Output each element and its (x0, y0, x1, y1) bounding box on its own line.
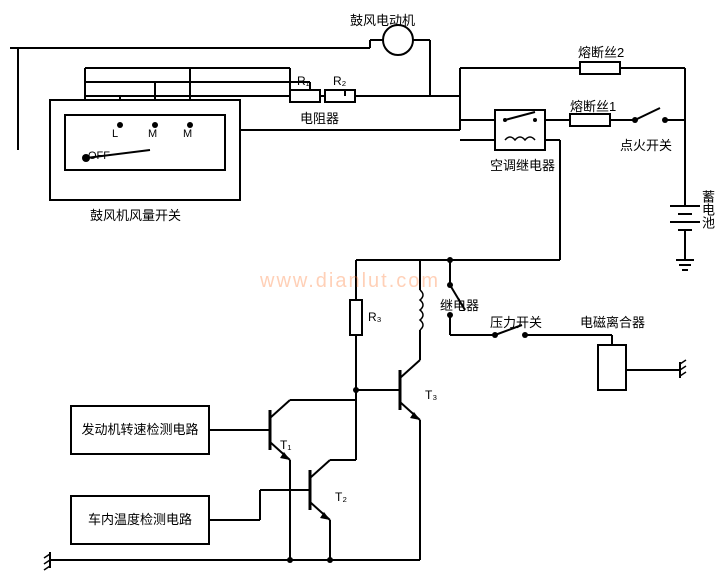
t3-label: T₃ (425, 388, 437, 402)
relay-label: 继电器 (440, 295, 479, 314)
pos-l-label: L (112, 128, 118, 140)
fuse2-label: 熔断丝2 (578, 42, 624, 61)
battery-label: 蓄电池 (698, 190, 715, 229)
blower-motor-label: 鼓风电动机 (350, 10, 415, 29)
r3-label: R₃ (368, 310, 382, 324)
r2-label: R₂ (333, 74, 346, 88)
blower-switch-label: 鼓风机风量开关 (90, 205, 181, 224)
t2-label: T₂ (335, 490, 347, 504)
r1-label: R₁ (297, 74, 310, 88)
t1-label: T₁ (280, 438, 291, 452)
watermark: www.dianlut.com (260, 270, 440, 293)
ac-relay-label: 空调继电器 (490, 155, 555, 174)
ignition-switch-label: 点火开关 (620, 135, 672, 154)
em-clutch-label: 电磁离合器 (580, 312, 645, 331)
pressure-switch-label: 压力开关 (490, 312, 542, 331)
fuse1-label: 熔断丝1 (570, 96, 616, 115)
cabin-temp-box: 车内温度检测电路 (70, 495, 210, 545)
pos-m1-label: M (148, 128, 157, 140)
engine-rpm-box: 发动机转速检测电路 (70, 405, 210, 455)
pos-off-label: OFF (88, 150, 110, 162)
resistor-box-label: 电阻器 (300, 108, 339, 127)
pos-m2-label: M (183, 128, 192, 140)
